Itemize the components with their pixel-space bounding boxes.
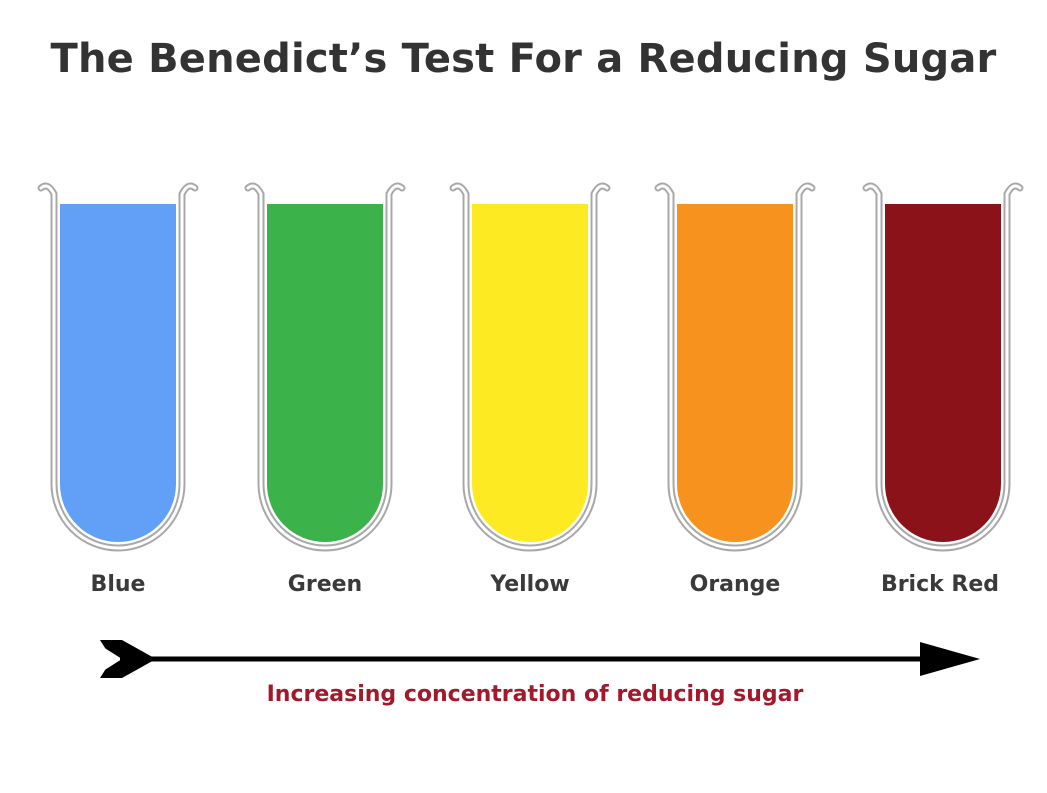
- concentration-arrow: [92, 640, 980, 678]
- arrowhead-icon: [920, 642, 980, 676]
- tube-label-green: Green: [287, 572, 363, 597]
- arrow-fletching-icon: [92, 640, 156, 678]
- test-tube-green: [244, 182, 406, 562]
- tube-liquid: [677, 204, 793, 542]
- tube-label-blue: Blue: [90, 572, 146, 597]
- tube-liquid: [267, 204, 383, 542]
- test-tube-graphic: [244, 182, 406, 552]
- tube-liquid: [60, 204, 176, 542]
- test-tube-graphic: [862, 182, 1024, 552]
- test-tube-orange: [654, 182, 816, 562]
- test-tube-brick-red: [862, 182, 1024, 562]
- test-tube-blue: [37, 182, 199, 562]
- arrow-caption: Increasing concentration of reducing sug…: [266, 682, 804, 707]
- test-tube-yellow: [449, 182, 611, 562]
- test-tube-graphic: [37, 182, 199, 552]
- tube-label-orange: Orange: [689, 572, 781, 597]
- diagram-title: The Benedict’s Test For a Reducing Sugar: [50, 36, 997, 82]
- tube-label-brick-red: Brick Red: [880, 572, 1000, 597]
- tube-label-yellow: Yellow: [490, 572, 570, 597]
- tube-liquid: [885, 204, 1001, 542]
- test-tube-graphic: [654, 182, 816, 552]
- tube-liquid: [472, 204, 588, 542]
- test-tube-graphic: [449, 182, 611, 552]
